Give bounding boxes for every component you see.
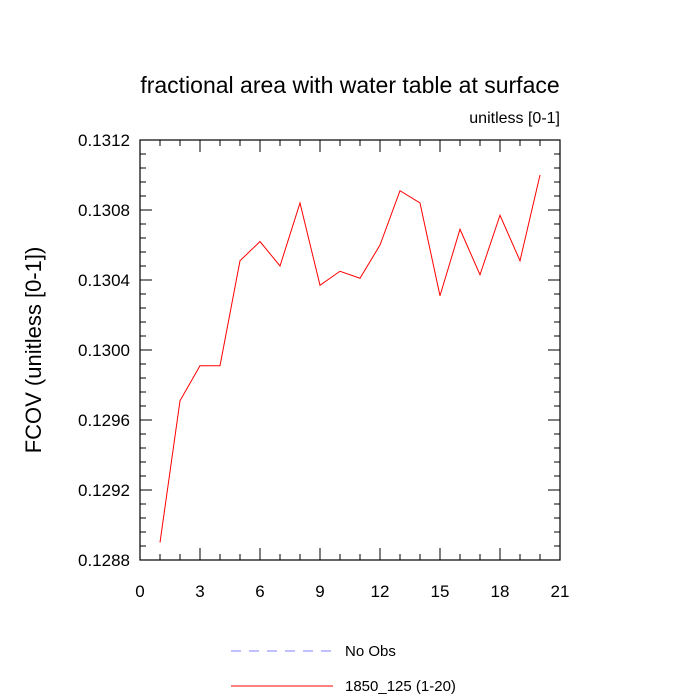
x-tick-label: 18	[491, 582, 510, 601]
y-tick-label: 0.1304	[78, 271, 130, 290]
x-tick-label: 6	[255, 582, 264, 601]
x-tick-label: 21	[551, 582, 570, 601]
y-tick-label: 0.1312	[78, 131, 130, 150]
legend-label: No Obs	[345, 643, 396, 660]
series-line	[159, 174, 541, 543]
y-tick-label: 0.1288	[78, 551, 130, 570]
y-axis-title: FCOV (unitless [0-1])	[21, 247, 46, 454]
plot-frame	[139, 139, 561, 561]
x-tick-label: 0	[135, 582, 144, 601]
y-tick-label: 0.1308	[78, 201, 130, 220]
y-tick-label: 0.1296	[78, 411, 130, 430]
chart-title: fractional area with water table at surf…	[140, 72, 559, 98]
legend-label: 1850_125 (1-20)	[345, 678, 456, 695]
x-tick-label: 12	[371, 582, 390, 601]
major-ticks	[139, 139, 561, 561]
y-tick-label: 0.1300	[78, 341, 130, 360]
y-tick-label: 0.1292	[78, 481, 130, 500]
x-tick-label: 15	[431, 582, 450, 601]
minor-ticks	[140, 140, 560, 560]
x-tick-labels: 0 3 6 9 12 15 18 21	[135, 582, 569, 601]
x-tick-label: 9	[315, 582, 324, 601]
legend: No Obs 1850_125 (1-20)	[231, 643, 456, 695]
units-label: unitless [0-1]	[469, 110, 560, 127]
series-layer	[159, 174, 541, 543]
x-tick-label: 3	[195, 582, 204, 601]
y-tick-labels: 0.1288 0.1292 0.1296 0.1300 0.1304 0.1308 0.13…	[78, 131, 130, 570]
